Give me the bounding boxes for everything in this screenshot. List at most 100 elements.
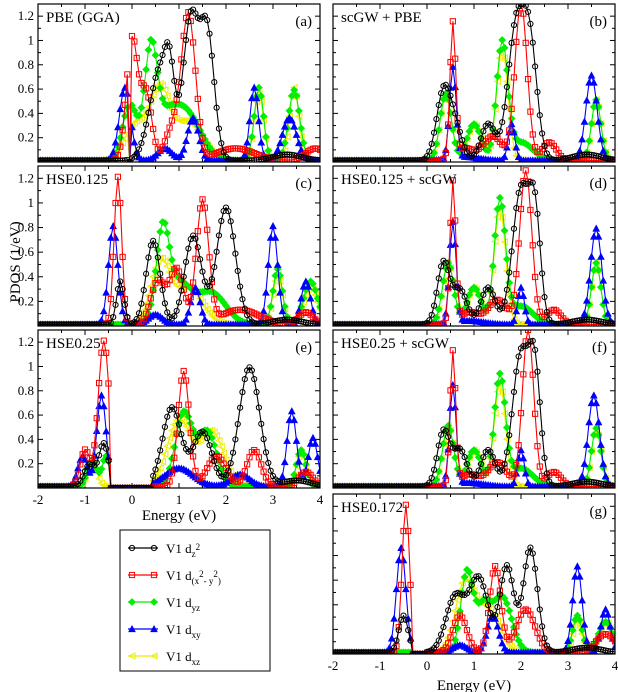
- point-dz2: [529, 39, 536, 46]
- panel-frame: [332, 3, 616, 163]
- point-dxy: [191, 117, 200, 125]
- series-group: [38, 173, 320, 326]
- point-dxy: [257, 138, 266, 146]
- point-dxy: [186, 117, 195, 125]
- point-dx2y2: [185, 401, 192, 408]
- legend-marker: [128, 571, 136, 579]
- point-dz2: [473, 573, 480, 580]
- point-dz2: [147, 97, 154, 104]
- panel-name: HSE0.25: [46, 336, 101, 352]
- point-dz2: [218, 217, 225, 225]
- point-dx2y2: [405, 527, 412, 535]
- point-dz2: [248, 367, 255, 374]
- point-dxz: [500, 54, 509, 62]
- point-dz2: [402, 616, 409, 624]
- point-dyz: [149, 38, 158, 47]
- point-dxy: [599, 146, 608, 154]
- point-dyz: [142, 65, 151, 74]
- point-dz2: [344, 321, 351, 326]
- legend-label: V1 dxz: [166, 649, 200, 667]
- panel-frame: [332, 493, 616, 655]
- point-dxy: [278, 130, 287, 138]
- point-dx2y2: [492, 563, 499, 570]
- point-dx2y2: [503, 138, 510, 145]
- point-dz2: [79, 321, 86, 326]
- point-dz2: [536, 240, 543, 247]
- point-dz2: [333, 157, 339, 162]
- point-dx2y2: [192, 467, 199, 475]
- point-dz2: [140, 287, 147, 294]
- point-dz2: [67, 321, 74, 326]
- point-dz2: [541, 142, 548, 150]
- point-dyz: [488, 430, 497, 439]
- point-dz2: [56, 321, 63, 326]
- point-dxz: [210, 428, 218, 436]
- point-dx2y2: [513, 462, 520, 469]
- point-dxz: [271, 277, 279, 285]
- point-dx2y2: [77, 461, 84, 468]
- series-line-dyz: [333, 39, 615, 162]
- point-dyz: [163, 229, 172, 237]
- series-dx2y2: [333, 167, 615, 326]
- legend: V1 dz2 V1 d(x2- y2) V1 dyz V1 dxy V1 dxz: [119, 529, 271, 672]
- point-dz2: [38, 321, 44, 326]
- point-dz2: [419, 650, 426, 654]
- point-dz2: [100, 157, 107, 162]
- point-dz2: [515, 601, 522, 609]
- panel-frame: [37, 3, 321, 163]
- point-dz2: [543, 308, 550, 316]
- point-dz2: [206, 442, 213, 449]
- point-dx2y2: [527, 108, 534, 115]
- legend-label: V1 dxy: [166, 622, 201, 640]
- point-dyz: [491, 403, 500, 412]
- point-dx2y2: [529, 242, 536, 249]
- point-dz2: [227, 460, 234, 467]
- point-dx2y2: [534, 629, 541, 636]
- point-dx2y2: [194, 228, 201, 235]
- legend-marker: [149, 652, 158, 660]
- point-dz2: [461, 453, 468, 461]
- point-dz2: [138, 139, 145, 147]
- point-dz2: [344, 649, 351, 654]
- point-dxy: [500, 152, 509, 160]
- point-dyz: [500, 398, 509, 407]
- point-dxy: [601, 605, 610, 613]
- point-dz2: [510, 388, 518, 396]
- point-dyz: [578, 626, 587, 634]
- point-dx2y2: [402, 501, 409, 508]
- point-dz2: [227, 218, 234, 225]
- point-dz2: [581, 316, 588, 323]
- point-dz2: [44, 321, 51, 326]
- point-dxy: [92, 426, 101, 435]
- point-dz2: [211, 263, 218, 271]
- point-dx2y2: [100, 337, 107, 344]
- point-dz2: [529, 550, 536, 557]
- point-dyz: [585, 136, 594, 145]
- point-dxy: [597, 252, 605, 260]
- point-dz2: [480, 583, 487, 590]
- point-dz2: [241, 305, 248, 312]
- point-dyz: [97, 465, 106, 473]
- point-dx2y2: [84, 449, 91, 456]
- point-dxy: [510, 478, 518, 486]
- x-tick-label: 3: [565, 658, 572, 673]
- point-dxy: [255, 117, 263, 125]
- point-dz2: [314, 320, 320, 326]
- point-dz2: [70, 321, 77, 326]
- legend-marker: [150, 571, 158, 579]
- point-dxz: [502, 435, 511, 444]
- point-dyz: [568, 626, 577, 635]
- point-dxz: [500, 409, 509, 418]
- point-dxy: [283, 436, 291, 444]
- point-dyz: [254, 83, 263, 92]
- point-dx2y2: [190, 453, 197, 460]
- point-dz2: [510, 225, 518, 232]
- point-dxz: [217, 442, 225, 451]
- point-dxy: [280, 122, 289, 130]
- legend-label: V1 d(x2- y2): [166, 568, 221, 586]
- point-dz2: [51, 321, 58, 326]
- point-dz2: [489, 291, 496, 298]
- point-dx2y2: [449, 18, 456, 25]
- point-dz2: [175, 299, 183, 306]
